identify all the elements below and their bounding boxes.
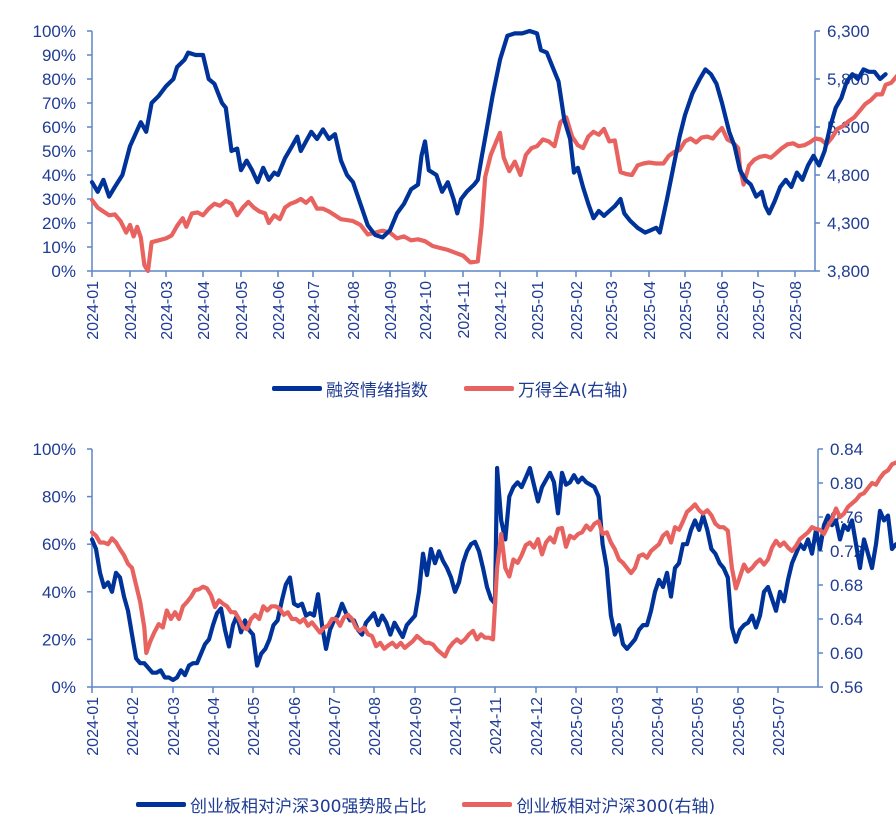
x-tick-label: 2025-01 — [530, 281, 547, 340]
chart-chinext-strength: 0%20%40%60%80%100%0.560.600.640.680.720.… — [33, 440, 896, 756]
legend-swatch-blue — [272, 386, 322, 391]
x-tick-label: 2025-08 — [788, 281, 805, 340]
chart-margin-sentiment: 0% 10% 20% 30% 40% 50% 60% 70% 80% 90% 100% 3,800 4,… — [33, 22, 896, 340]
series-line-blue — [89, 465, 896, 682]
y-right-tick-label: 0.80 — [830, 474, 863, 493]
legend-item-strong-stock-ratio: 创业板相对沪深300强势股占比 — [136, 792, 426, 817]
x-tick-label: 2025-06 — [715, 281, 732, 340]
x-tick-label: 2024-02 — [123, 281, 140, 340]
y-right-tick-label: 0.56 — [830, 678, 863, 697]
y-right-tick-label: 0.68 — [830, 576, 863, 595]
y-left-tick-label: 0% — [51, 262, 76, 281]
y-left-tick-label: 100% — [33, 440, 76, 459]
legend-swatch-blue — [136, 802, 186, 807]
x-tick-label: 2024-12 — [529, 697, 546, 756]
legend-top: 融资情绪指数 万得全A(右轴) — [272, 376, 654, 401]
legend-item-margin-sentiment: 融资情绪指数 — [272, 376, 428, 401]
y-left-tick-label: 80% — [42, 70, 76, 89]
y-right-tick-label: 4,800 — [827, 166, 870, 185]
y-left-tick-label: 40% — [42, 166, 76, 185]
x-tick-label: 2024-05 — [234, 281, 251, 340]
y-left-tick-label: 100% — [33, 22, 76, 41]
y-right-tick-label: 6,300 — [827, 22, 870, 41]
legend-label: 创业板相对沪深300(右轴) — [516, 797, 716, 817]
y-left-tick-label: 50% — [42, 142, 76, 161]
y-left-tick-label: 10% — [42, 238, 76, 257]
x-tick-label: 2024-06 — [271, 281, 288, 340]
y-left-tick-label: 20% — [42, 630, 76, 649]
series-line-blue — [89, 28, 888, 240]
x-tick-label: 2024-10 — [448, 697, 465, 756]
legend-item-wind-all-a: 万得全A(右轴) — [464, 376, 628, 401]
x-tick-label: 2024-08 — [346, 281, 363, 340]
y-left-tick-label: 90% — [42, 46, 76, 65]
x-tick-label: 2025-04 — [650, 697, 667, 756]
x-tick-label: 2024-02 — [125, 697, 142, 756]
x-tick-label: 2024-09 — [408, 697, 425, 756]
x-tick-label: 2025-04 — [642, 281, 659, 340]
x-tick-label: 2024-07 — [327, 697, 344, 756]
legend-swatch-red — [464, 386, 514, 391]
x-tick-label: 2024-10 — [418, 281, 435, 340]
y-right-tick-label: 0.64 — [830, 610, 863, 629]
y-left-tick-label: 60% — [42, 118, 76, 137]
x-tick-label: 2024-06 — [287, 697, 304, 756]
x-tick-label: 2025-06 — [731, 697, 748, 756]
x-tick-label: 2025-07 — [771, 697, 788, 756]
legend-bottom: 创业板相对沪深300强势股占比 创业板相对沪深300(右轴) — [136, 792, 741, 817]
y-left-tick-label: 30% — [42, 190, 76, 209]
x-tick-label: 2024-11 — [488, 697, 505, 755]
series-line-red — [89, 460, 896, 659]
x-tick-label: 2024-01 — [85, 281, 102, 340]
x-tick-label: 2025-02 — [569, 281, 586, 340]
x-tick-label: 2024-01 — [85, 697, 102, 756]
legend-label: 创业板相对沪深300强势股占比 — [190, 797, 427, 817]
legend-swatch-red — [462, 802, 513, 807]
x-tick-label: 2025-03 — [604, 281, 621, 340]
x-tick-label: 2024-08 — [367, 697, 384, 756]
x-tick-label: 2024-03 — [159, 281, 176, 340]
x-tick-label: 2025-05 — [690, 697, 707, 756]
y-left-tick-label: 60% — [42, 535, 76, 554]
y-right-tick-label: 0.60 — [830, 644, 863, 663]
x-tick-label: 2024-12 — [493, 281, 510, 340]
x-tick-label: 2024-07 — [306, 281, 323, 340]
y-left-tick-label: 80% — [42, 488, 76, 507]
x-tick-label: 2025-02 — [569, 697, 586, 756]
x-tick-label: 2024-04 — [196, 281, 213, 340]
x-tick-label: 2024-03 — [166, 697, 183, 756]
y-left-tick-label: 40% — [42, 583, 76, 602]
y-left-tick-label: 70% — [42, 94, 76, 113]
x-tick-label: 2024-09 — [383, 281, 400, 340]
legend-item-chinext-vs-csi300: 创业板相对沪深300(右轴) — [462, 792, 715, 817]
legend-label: 万得全A(右轴) — [518, 381, 628, 401]
x-tick-label: 2024-11 — [456, 281, 473, 339]
x-tick-label: 2025-05 — [678, 281, 695, 340]
y-left-tick-label: 20% — [42, 214, 76, 233]
x-tick-label: 2025-07 — [751, 281, 768, 340]
x-tick-label: 2024-04 — [206, 697, 223, 756]
x-tick-label: 2024-05 — [246, 697, 263, 756]
series-line-red — [89, 74, 896, 274]
y-left-tick-label: 0% — [51, 678, 76, 697]
y-right-tick-label: 0.84 — [830, 440, 863, 459]
y-right-tick-label: 3,800 — [827, 262, 870, 281]
x-tick-label: 2025-03 — [610, 697, 627, 756]
y-right-tick-label: 4,300 — [827, 214, 870, 233]
legend-label: 融资情绪指数 — [326, 381, 428, 401]
